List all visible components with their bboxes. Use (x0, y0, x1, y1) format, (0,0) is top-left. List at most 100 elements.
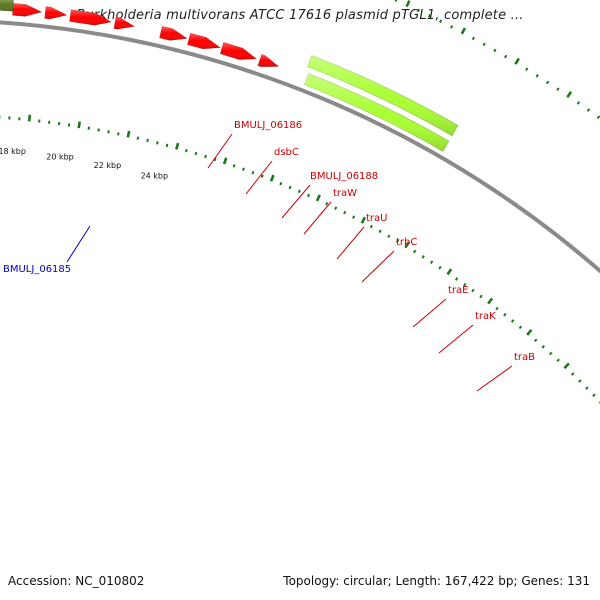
tick-mark (404, 241, 410, 249)
label-leaders (66, 133, 513, 392)
gene-label[interactable]: traE (448, 285, 468, 296)
tick-mark (503, 54, 508, 59)
gene-red-4[interactable] (69, 9, 113, 26)
tick-label: 22 kbp (94, 161, 122, 170)
leader-line (438, 324, 474, 354)
tick-mark (107, 130, 110, 134)
gene-label[interactable]: BMULJ_06186 (234, 120, 302, 131)
gene-red-9[interactable] (257, 53, 280, 68)
tick-mark (87, 126, 91, 130)
accession-text: Accession: NC_010802 (8, 574, 145, 588)
tick-mark (548, 351, 553, 356)
leader-line (361, 250, 395, 283)
gene-lime[interactable] (307, 55, 459, 137)
tick-mark (213, 157, 217, 162)
tick-mark (446, 268, 453, 276)
gene-red-7[interactable] (187, 32, 222, 50)
tick-mark (578, 379, 582, 383)
tick-mark (503, 312, 507, 317)
tick-mark (471, 288, 475, 293)
gene-label[interactable]: dsbC (274, 147, 299, 158)
leader-line (336, 226, 365, 260)
tick-mark (315, 194, 321, 202)
gene-olive[interactable] (0, 0, 14, 12)
tick-mark (369, 224, 373, 229)
gene-labels: BMULJ_06186 dsbC BMULJ_06188 traW traU trbC tr… (3, 120, 535, 363)
leader-line (245, 160, 273, 195)
tick-mark (260, 174, 264, 178)
leader-line (281, 184, 311, 219)
tick-mark (566, 91, 573, 98)
leader-line (412, 298, 447, 328)
gene-red-8[interactable] (219, 41, 258, 60)
tick-mark (576, 101, 581, 105)
tick-mark (232, 164, 236, 168)
tick-mark (405, 0, 411, 8)
gene-red-6[interactable] (159, 25, 188, 41)
tick-mark (460, 27, 467, 35)
tick-mark (429, 260, 434, 265)
tick-mark (156, 141, 159, 145)
leader-line (207, 133, 233, 169)
gene-label[interactable]: traB (514, 352, 535, 363)
tick-mark (427, 14, 432, 18)
tick-mark (117, 132, 120, 136)
tick-mark (334, 206, 338, 210)
tick-mark (146, 138, 149, 143)
tick-mark (514, 57, 520, 65)
tick-mark (413, 249, 417, 254)
tick-mark (545, 80, 550, 85)
tick-mark (175, 142, 180, 150)
tick-mark (439, 19, 443, 24)
gene-red-2[interactable] (12, 2, 43, 17)
gene-label[interactable]: traW (333, 188, 357, 199)
tick-mark (526, 329, 533, 336)
plasmid-backbone (0, 20, 600, 274)
tick-mark (269, 174, 275, 182)
tick-label: 24 kbp (141, 172, 169, 181)
tick-mark (395, 239, 400, 244)
tick-mark (570, 372, 575, 376)
tick-mark (279, 181, 283, 186)
tick-mark (541, 345, 545, 349)
gene-label[interactable]: BMULJ_06188 (310, 171, 378, 182)
gene-lime[interactable] (304, 73, 450, 152)
tick-label: 18 kbp (0, 147, 26, 156)
tick-mark (194, 151, 198, 156)
tick-mark (77, 121, 82, 129)
leader-line (303, 201, 332, 235)
tick-mark (288, 185, 292, 190)
gene-label[interactable]: traK (475, 311, 496, 322)
tick-mark (585, 386, 589, 390)
tick-mark (533, 338, 538, 343)
gene-label[interactable]: BMULJ_06185 (3, 264, 71, 275)
tick-mark (242, 167, 245, 171)
tick-mark (449, 25, 454, 29)
tick-mark (592, 393, 596, 397)
gene-red-5[interactable] (113, 16, 136, 30)
leader-line (476, 365, 513, 392)
tick-mark (222, 157, 228, 165)
gene-label[interactable]: traU (366, 213, 387, 224)
tick-mark (421, 255, 425, 259)
tick-mark (556, 358, 560, 363)
tick-mark (438, 265, 442, 270)
gene-label[interactable]: trbC (396, 237, 417, 248)
gene-red-3[interactable] (44, 6, 68, 20)
tick-mark (535, 73, 539, 78)
tick-mark (479, 294, 483, 299)
tick-mark (563, 362, 570, 370)
tick-mark (251, 170, 255, 175)
tick-mark (518, 325, 523, 330)
map-title: Burkholderia multivorans ATCC 17616 plas… (76, 8, 524, 23)
tick-mark (454, 277, 459, 281)
tick-mark (493, 48, 497, 53)
tick-mark (487, 297, 494, 305)
tick-mark (387, 234, 391, 239)
tick-marks (0, 0, 600, 404)
tick-mark (586, 108, 591, 112)
tick-mark (97, 128, 100, 132)
tick-mark (27, 114, 32, 122)
